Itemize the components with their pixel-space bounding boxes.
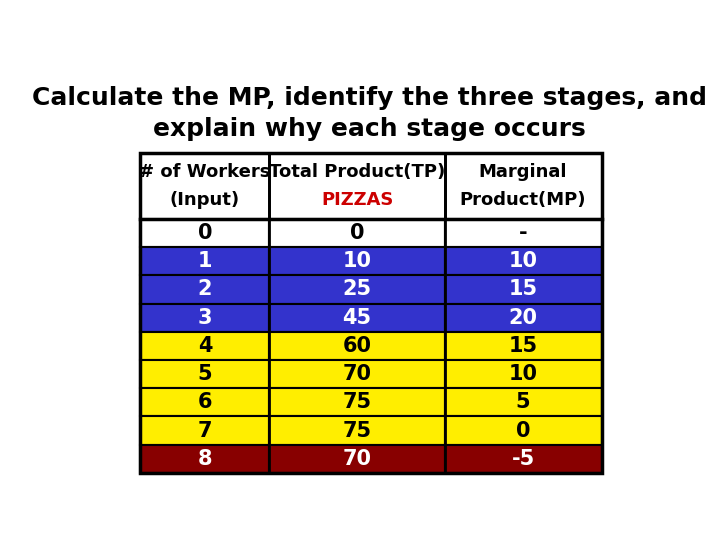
- Text: 2: 2: [198, 279, 212, 299]
- Bar: [269, 303, 445, 332]
- Text: 6: 6: [198, 393, 212, 413]
- Text: -: -: [519, 223, 528, 243]
- Text: -5: -5: [511, 449, 535, 469]
- Text: 4: 4: [198, 336, 212, 356]
- Bar: [140, 332, 269, 360]
- Text: (Input): (Input): [170, 192, 240, 210]
- Bar: [140, 153, 601, 473]
- Text: 75: 75: [343, 421, 372, 441]
- Bar: [445, 275, 601, 303]
- Bar: [140, 416, 269, 444]
- Text: 20: 20: [508, 308, 538, 328]
- Text: # of Workers: # of Workers: [139, 163, 271, 181]
- Text: 3: 3: [198, 308, 212, 328]
- Bar: [445, 303, 601, 332]
- Text: 0: 0: [350, 223, 364, 243]
- Bar: [140, 388, 269, 416]
- Text: 10: 10: [343, 251, 372, 271]
- Bar: [269, 332, 445, 360]
- Text: 10: 10: [508, 251, 538, 271]
- Text: 45: 45: [343, 308, 372, 328]
- Text: 0: 0: [516, 421, 531, 441]
- Bar: [269, 275, 445, 303]
- Bar: [140, 275, 269, 303]
- Bar: [140, 444, 269, 473]
- Text: 1: 1: [198, 251, 212, 271]
- Text: 7: 7: [198, 421, 212, 441]
- Text: 5: 5: [516, 393, 531, 413]
- Bar: [140, 247, 269, 275]
- Bar: [445, 416, 601, 444]
- Text: 60: 60: [343, 336, 372, 356]
- Text: 8: 8: [198, 449, 212, 469]
- Text: PIZZAS: PIZZAS: [321, 192, 393, 210]
- Text: 10: 10: [508, 364, 538, 384]
- Text: 5: 5: [197, 364, 212, 384]
- Bar: [445, 360, 601, 388]
- Bar: [140, 219, 269, 247]
- Text: 25: 25: [343, 279, 372, 299]
- Bar: [140, 360, 269, 388]
- Bar: [269, 247, 445, 275]
- Bar: [445, 219, 601, 247]
- Bar: [140, 153, 601, 219]
- Bar: [269, 416, 445, 444]
- Text: Total Product(TP): Total Product(TP): [269, 163, 445, 181]
- Bar: [445, 247, 601, 275]
- Text: Calculate the MP, identify the three stages, and: Calculate the MP, identify the three sta…: [32, 86, 706, 110]
- Text: 0: 0: [198, 223, 212, 243]
- Bar: [445, 388, 601, 416]
- Bar: [269, 388, 445, 416]
- Text: explain why each stage occurs: explain why each stage occurs: [153, 117, 585, 141]
- Text: 70: 70: [343, 449, 372, 469]
- Text: Marginal: Marginal: [479, 163, 567, 181]
- Text: 15: 15: [508, 279, 538, 299]
- Bar: [269, 360, 445, 388]
- Text: 70: 70: [343, 364, 372, 384]
- Text: 75: 75: [343, 393, 372, 413]
- Bar: [269, 444, 445, 473]
- Text: 15: 15: [508, 336, 538, 356]
- Text: Product(MP): Product(MP): [460, 192, 586, 210]
- Bar: [445, 444, 601, 473]
- Bar: [140, 303, 269, 332]
- Bar: [445, 332, 601, 360]
- Bar: [269, 219, 445, 247]
